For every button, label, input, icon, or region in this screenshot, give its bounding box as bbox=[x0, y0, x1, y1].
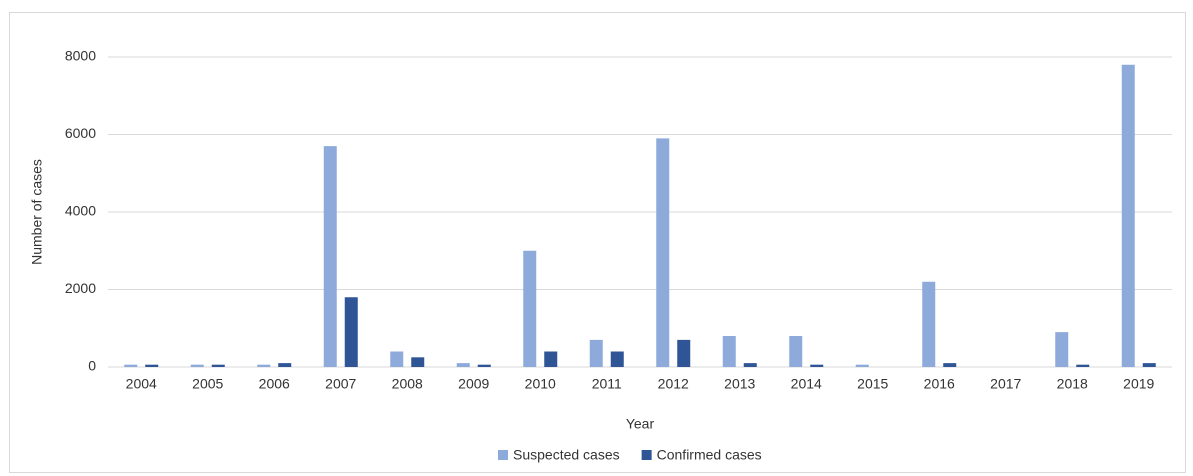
x-tick-label: 2011 bbox=[592, 376, 622, 392]
bar bbox=[1076, 364, 1090, 367]
bar bbox=[124, 364, 138, 367]
x-tick-label: 2004 bbox=[126, 376, 157, 392]
x-tick-label: 2009 bbox=[458, 376, 489, 392]
bar bbox=[810, 364, 824, 367]
bar bbox=[743, 363, 757, 367]
y-tick-label: 4000 bbox=[65, 203, 96, 219]
bar bbox=[257, 364, 271, 367]
chart-frame bbox=[9, 12, 1186, 473]
bar bbox=[323, 146, 337, 367]
bar bbox=[677, 339, 691, 367]
bar bbox=[610, 351, 624, 367]
bar bbox=[922, 281, 936, 367]
bar bbox=[722, 336, 736, 367]
y-axis-title: Number of cases bbox=[29, 159, 45, 265]
y-tick-label: 6000 bbox=[65, 125, 96, 141]
legend-label: Suspected cases bbox=[513, 447, 620, 463]
y-tick-label: 2000 bbox=[65, 280, 96, 296]
x-tick-label: 2016 bbox=[924, 376, 955, 392]
bar bbox=[278, 363, 292, 367]
x-tick-label: 2018 bbox=[1057, 376, 1088, 392]
bar bbox=[211, 364, 225, 367]
x-tick-label: 2015 bbox=[857, 376, 888, 392]
bar bbox=[855, 364, 869, 367]
bar bbox=[456, 363, 470, 367]
bar bbox=[656, 138, 670, 367]
x-tick-label: 2005 bbox=[192, 376, 223, 392]
bar bbox=[411, 357, 425, 367]
x-tick-label: 2007 bbox=[325, 376, 356, 392]
bar bbox=[190, 364, 204, 367]
x-tick-label: 2006 bbox=[259, 376, 290, 392]
bar bbox=[1142, 363, 1156, 367]
bar bbox=[544, 351, 558, 367]
bar bbox=[477, 364, 491, 367]
x-tick-label: 2010 bbox=[525, 376, 556, 392]
x-tick-label: 2013 bbox=[724, 376, 755, 392]
x-tick-label: 2017 bbox=[990, 376, 1021, 392]
y-tick-label: 8000 bbox=[65, 48, 96, 64]
bar bbox=[390, 351, 404, 367]
x-axis-title: Year bbox=[626, 416, 655, 432]
bar bbox=[145, 364, 159, 367]
bar bbox=[1055, 332, 1069, 367]
x-tick-label: 2014 bbox=[791, 376, 822, 392]
x-tick-label: 2019 bbox=[1123, 376, 1154, 392]
y-tick-label: 0 bbox=[88, 358, 96, 374]
bar bbox=[344, 297, 358, 367]
bar bbox=[789, 336, 803, 367]
legend-label: Confirmed cases bbox=[657, 447, 762, 463]
bar bbox=[943, 363, 957, 367]
bar bbox=[523, 250, 537, 367]
legend-swatch bbox=[498, 450, 508, 460]
legend-swatch bbox=[641, 450, 652, 460]
bar bbox=[589, 339, 603, 367]
x-tick-label: 2008 bbox=[392, 376, 423, 392]
x-tick-label: 2012 bbox=[658, 376, 689, 392]
bar bbox=[1121, 64, 1135, 367]
